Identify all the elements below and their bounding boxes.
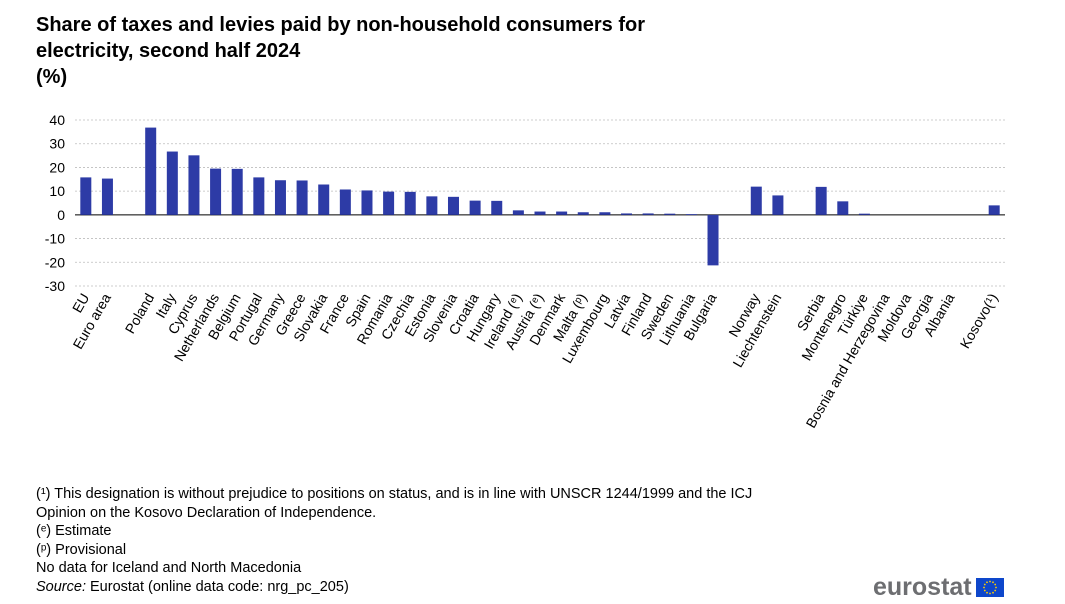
bar bbox=[556, 211, 568, 215]
flag-star bbox=[993, 589, 996, 591]
bar bbox=[577, 212, 589, 215]
eurostat-logo: eurostat bbox=[873, 573, 1004, 601]
bar bbox=[80, 177, 92, 215]
y-axis-ticks: 40 30 20 10 0 -10 -20 -30 bbox=[45, 112, 65, 294]
bar bbox=[707, 214, 719, 266]
source-text: Eurostat (online data code: nrg_pc_205) bbox=[85, 578, 349, 595]
bar bbox=[837, 201, 849, 215]
footnotes: (¹) This designation is without prejudic… bbox=[36, 485, 936, 596]
chart-unit: (%) bbox=[36, 66, 68, 88]
bar bbox=[166, 151, 178, 215]
bar bbox=[534, 211, 546, 215]
source-label: Source: bbox=[36, 578, 86, 595]
bar bbox=[750, 186, 762, 215]
flag-star bbox=[982, 586, 985, 588]
y-tick-label: 20 bbox=[49, 159, 65, 175]
y-tick-label: -20 bbox=[45, 254, 65, 270]
bar bbox=[296, 180, 308, 215]
bar bbox=[685, 214, 697, 215]
flag-star bbox=[991, 591, 994, 594]
bar bbox=[621, 213, 633, 215]
bar bbox=[447, 196, 459, 215]
bar bbox=[772, 195, 784, 215]
flag-star bbox=[988, 592, 991, 594]
y-tick-label: 40 bbox=[49, 112, 65, 128]
eurostat-logo-text: eurostat bbox=[873, 573, 972, 601]
chart-title-line1: Share of taxes and levies paid by non-ho… bbox=[36, 14, 646, 36]
bar bbox=[664, 213, 676, 215]
bar bbox=[491, 200, 503, 215]
bar bbox=[383, 191, 395, 215]
source-note: Source: Eurostat (online data code: nrg_… bbox=[36, 578, 936, 597]
bar bbox=[815, 186, 827, 215]
flag-star bbox=[994, 586, 997, 588]
bars bbox=[80, 127, 1000, 266]
bar bbox=[642, 213, 654, 215]
bar bbox=[512, 210, 524, 215]
y-tick-label: 30 bbox=[49, 136, 65, 152]
bar bbox=[188, 155, 200, 215]
bar bbox=[404, 191, 416, 215]
footnote-kosovo-line2: Opinion on the Kosovo Declaration of Ind… bbox=[36, 504, 377, 521]
bar bbox=[426, 196, 438, 215]
bar bbox=[339, 189, 351, 215]
chart-title-line2: electricity, second half 2024 bbox=[36, 40, 301, 62]
flag-star bbox=[985, 580, 988, 583]
bar bbox=[274, 180, 286, 215]
bar bbox=[361, 190, 373, 215]
eu-flag-icon bbox=[975, 577, 1004, 597]
flag-star bbox=[983, 583, 986, 585]
bar bbox=[469, 200, 481, 215]
flag-star bbox=[991, 580, 994, 583]
footnote-provisional: (ᵖ) Provisional bbox=[36, 541, 127, 558]
bar bbox=[210, 168, 222, 215]
bar bbox=[858, 213, 870, 215]
bar bbox=[101, 178, 113, 215]
bar bbox=[988, 205, 1000, 215]
y-tick-label: -30 bbox=[45, 278, 65, 294]
x-tick-label: Kosovo(¹) bbox=[957, 291, 1001, 352]
footnote-estimate: (ᵉ) Estimate bbox=[36, 523, 112, 539]
footnote-no-data: No data for Iceland and North Macedonia bbox=[36, 560, 302, 576]
flag-star bbox=[993, 583, 996, 585]
y-tick-label: -10 bbox=[45, 231, 65, 247]
flag-star bbox=[983, 589, 986, 591]
bar bbox=[145, 127, 157, 215]
footnote-kosovo-line1: (¹) This designation is without prejudic… bbox=[36, 486, 753, 502]
y-tick-label: 0 bbox=[57, 207, 65, 223]
y-tick-label: 10 bbox=[49, 183, 65, 199]
bar bbox=[599, 212, 611, 215]
chart-title: Share of taxes and levies paid by non-ho… bbox=[36, 12, 936, 90]
flag-star bbox=[988, 580, 991, 582]
flag-star bbox=[985, 591, 988, 594]
bar bbox=[231, 168, 243, 215]
bar bbox=[253, 177, 265, 215]
bar bbox=[318, 184, 330, 215]
